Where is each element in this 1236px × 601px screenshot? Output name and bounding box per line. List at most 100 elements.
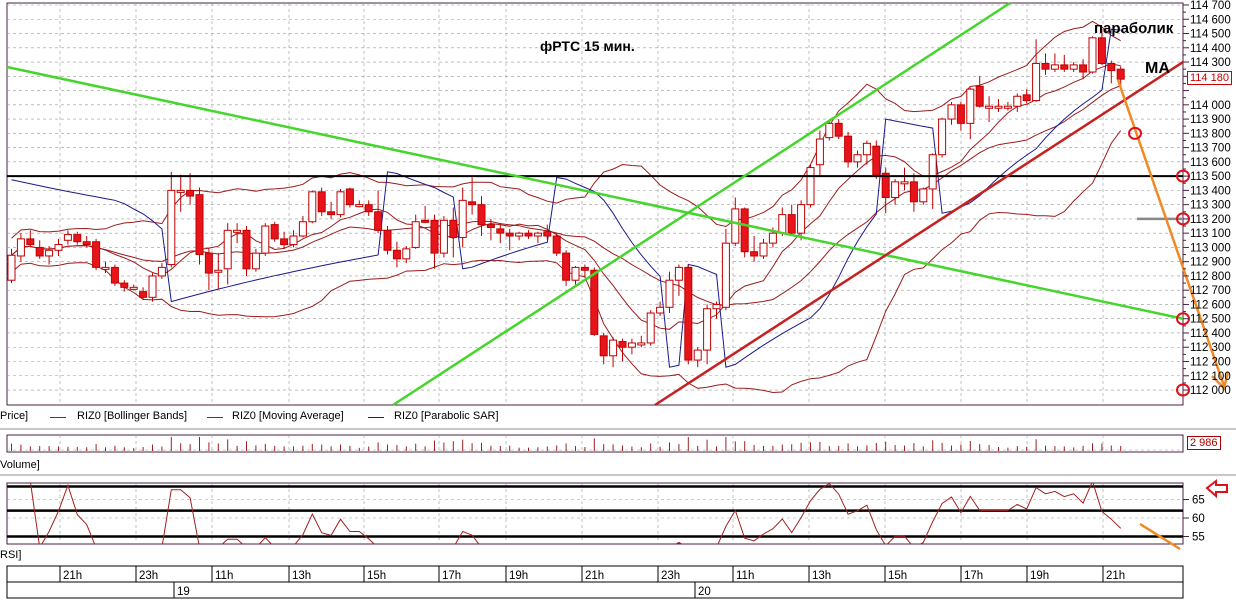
indicators: [11, 20, 1122, 394]
candle-body: [139, 291, 148, 298]
candle-body: [35, 246, 44, 257]
green-ascending-channel-line: [392, 1, 1011, 407]
price-plot-frame: [6, 2, 1184, 406]
candle-body: [862, 142, 871, 156]
hour-label: 17h: [442, 570, 461, 582]
price-tick-label: 113 000: [1190, 242, 1231, 254]
candle-body: [524, 232, 533, 237]
candle-body: [956, 104, 965, 124]
candle-body: [571, 266, 580, 281]
candle-body: [646, 312, 655, 344]
price-tick-label: 113 300: [1190, 200, 1231, 212]
candle-body: [721, 242, 730, 308]
candle-body: [712, 303, 721, 310]
hour-label: 23h: [661, 570, 680, 582]
candles: [7, 29, 1125, 368]
candle-body: [129, 286, 138, 290]
candle-body: [63, 234, 72, 241]
candle-body: [280, 238, 289, 246]
candle-body: [195, 194, 204, 256]
candle-body: [45, 249, 54, 257]
rsi-forecast-line: [1139, 522, 1181, 551]
price-tick-label: 113 900: [1190, 114, 1231, 126]
candle-body: [825, 122, 834, 139]
legend-line-bollinger: [50, 417, 66, 418]
candle-body: [214, 269, 223, 273]
candle-body: [336, 191, 345, 216]
hour-label: 17h: [964, 570, 983, 582]
pane-separator[interactable]: [0, 428, 1236, 430]
candle-body: [430, 219, 439, 254]
candle-body: [1032, 62, 1041, 102]
candle-body: [1050, 64, 1059, 70]
candle-body: [421, 219, 430, 223]
legend-parabolic-sar[interactable]: RIZ0 [Parabolic SAR]: [394, 410, 499, 422]
candle-body: [674, 266, 683, 281]
price-tick-label: 114 600: [1190, 14, 1231, 26]
candle-body: [966, 88, 975, 124]
price-tick-label: 112 500: [1190, 314, 1231, 326]
candle-body: [872, 145, 881, 176]
candle-body: [439, 219, 448, 254]
candle-body: [223, 229, 232, 270]
candle-body: [176, 189, 185, 193]
candle-body: [552, 235, 561, 254]
candle-body: [167, 189, 176, 266]
candle-body: [1116, 68, 1125, 80]
price-tick-label: 112 900: [1190, 257, 1231, 269]
date-label: 19: [177, 586, 190, 598]
volume-plot-frame: [6, 434, 1184, 453]
candle-body: [637, 342, 646, 346]
pane-separator[interactable]: [0, 474, 1236, 476]
candle-body: [458, 199, 467, 238]
chart-title-annotation: фРТС 15 мин.: [540, 38, 635, 54]
candle-body: [468, 201, 477, 206]
candle-body: [618, 341, 627, 348]
price-tick-label: 112 300: [1190, 342, 1231, 354]
legend-moving-average[interactable]: RIZ0 [Moving Average]: [232, 410, 344, 422]
price-tick-label: 112 200: [1190, 357, 1231, 369]
candle-body: [750, 251, 759, 257]
candle-body: [411, 221, 420, 248]
candle-body: [609, 339, 618, 357]
candle-body: [204, 252, 213, 274]
candle-body: [806, 167, 815, 206]
candle-body: [900, 181, 909, 185]
candle-body: [148, 275, 157, 298]
candle-body: [1107, 62, 1116, 72]
candle-body: [449, 219, 458, 238]
candle-body: [364, 204, 373, 213]
ma-annotation: МА: [1145, 60, 1170, 77]
green-descending-trendline: [6, 65, 1184, 320]
candle-body: [1079, 64, 1088, 73]
candle-body: [392, 249, 401, 260]
candle-body: [1088, 37, 1097, 73]
hour-label: 11h: [736, 570, 754, 582]
candle-body: [1041, 62, 1050, 70]
candle-body: [768, 232, 777, 244]
candle-body: [1097, 37, 1106, 64]
candle-body: [994, 105, 1003, 109]
candle-body: [298, 221, 307, 237]
axes: 112 000 112 100 112 200 112 300 112 400 112 5…: [1183, 0, 1231, 397]
price-tick-label: 113 800: [1190, 128, 1231, 140]
legend-bollinger[interactable]: RIZ0 [Bollinger Bands]: [77, 410, 188, 422]
candle-body: [120, 282, 129, 288]
candle-body: [1069, 64, 1078, 70]
candle-body: [251, 252, 260, 270]
candle-body: [844, 135, 853, 163]
rsi-tick-label: 55: [1192, 532, 1205, 544]
candle-body: [703, 308, 712, 351]
candle-body: [327, 211, 336, 216]
candle-body: [345, 188, 354, 206]
candle-body: [693, 349, 702, 361]
candle-body: [562, 252, 571, 281]
candle-body: [543, 231, 552, 237]
price-tick-label: 114 000: [1190, 100, 1231, 112]
price-pane-label: Price]: [0, 410, 29, 422]
hour-label: 13h: [812, 570, 831, 582]
candle-body: [1003, 105, 1012, 109]
candle-body: [834, 122, 843, 137]
price-tick-label: 114 700: [1190, 0, 1231, 12]
